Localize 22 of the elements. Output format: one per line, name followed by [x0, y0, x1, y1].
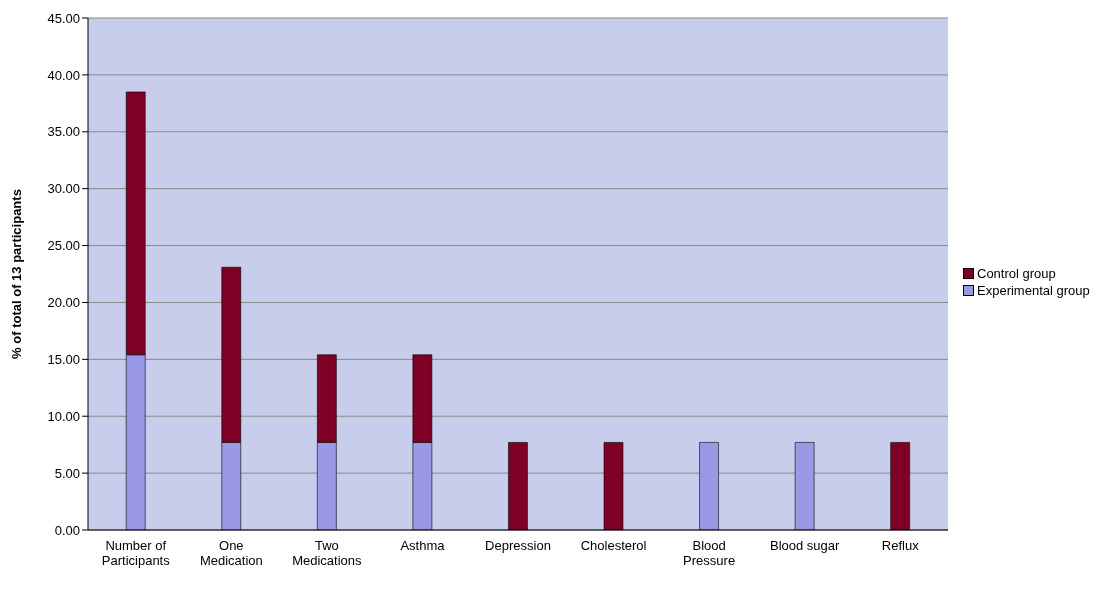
y-tick-label: 40.00 — [47, 67, 80, 83]
x-tick-label: Asthma — [400, 538, 446, 553]
y-tick-label: 10.00 — [47, 408, 80, 424]
x-tick-label: Depression — [485, 538, 551, 553]
x-tick-label: Number of Participants — [101, 538, 171, 568]
y-axis-title: % of total of 13 participants — [8, 189, 24, 359]
y-tick-label: 45.00 — [47, 10, 80, 26]
x-tick-label: Blood Pressure — [683, 538, 736, 568]
legend-label: Experimental group — [977, 283, 1090, 298]
y-tick-label: 35.00 — [47, 124, 80, 140]
y-tick-label: 15.00 — [47, 351, 80, 367]
y-tick-label: 0.00 — [54, 522, 80, 538]
y-tick-label: 20.00 — [47, 295, 80, 311]
legend-label: Control group — [977, 266, 1056, 281]
y-tick-label: 25.00 — [47, 238, 80, 254]
y-tick-label: 30.00 — [47, 181, 80, 197]
x-tick-label: Two Medications — [292, 538, 363, 568]
x-tick-label: Cholesterol — [580, 538, 647, 553]
y-tick-label: 5.00 — [54, 465, 80, 481]
x-tick-label: One Medication — [199, 538, 263, 568]
x-tick-label: Blood sugar — [769, 538, 841, 553]
x-tick-label: Reflux — [881, 538, 920, 553]
